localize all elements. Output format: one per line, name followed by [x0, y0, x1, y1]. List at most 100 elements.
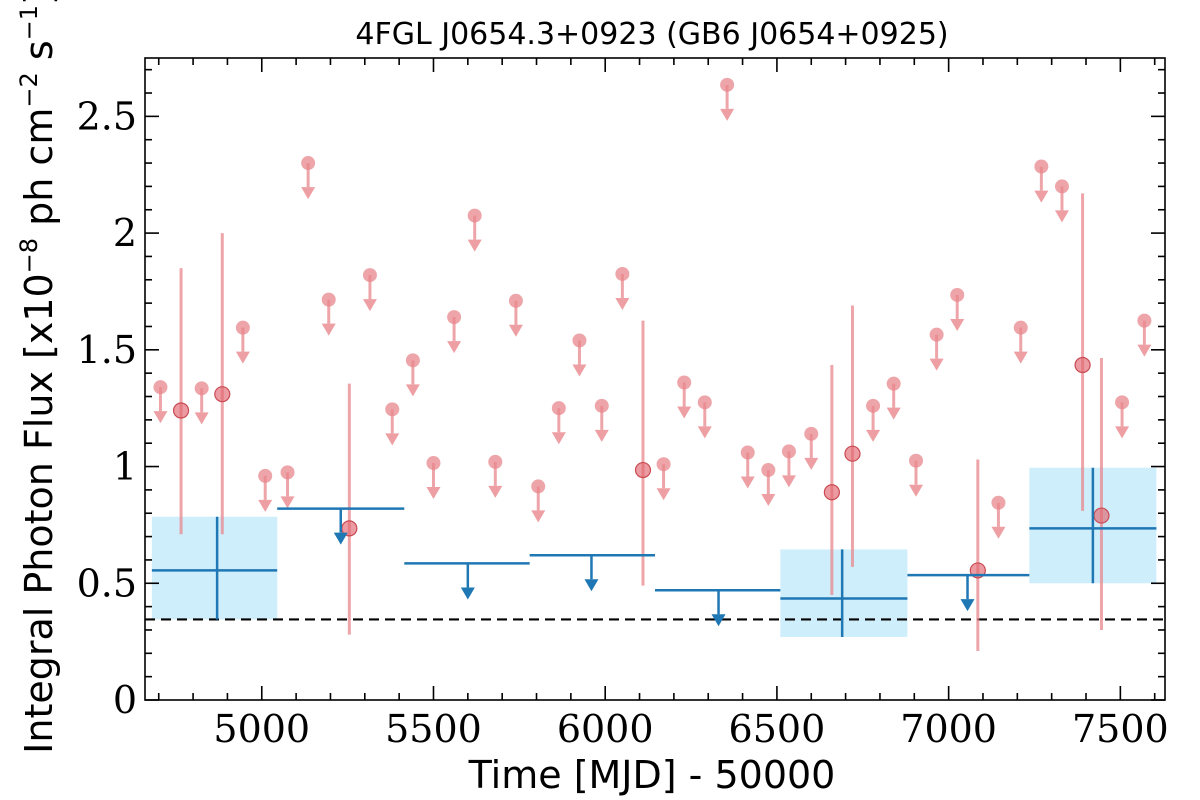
long-bin-band-1: [780, 549, 908, 637]
y-tick-label-4: 2: [113, 211, 137, 255]
short-det-point-7: [1074, 356, 1091, 374]
chart-title: 4FGL J0654.3+0923 (GB6 J0654+0925): [355, 17, 948, 52]
long-bin-band-0: [151, 516, 278, 620]
short-ul-point-18: [594, 398, 609, 413]
short-ul-arrowhead-9: [405, 384, 420, 397]
short-ul-point-36: [1054, 179, 1069, 194]
short-ul-arrowhead-20: [656, 488, 671, 501]
y-label-middle2: s: [17, 40, 61, 72]
long-ul-arrowhead-1: [460, 587, 475, 600]
short-ul-point-2: [235, 320, 250, 335]
short-ul-point-19: [615, 266, 630, 281]
short-ul-point-13: [488, 454, 503, 469]
short-ul-point-21: [677, 375, 692, 390]
short-ul-arrowhead-17: [572, 364, 587, 377]
short-ul-arrowhead-33: [991, 526, 1006, 539]
short-ul-arrowhead-15: [531, 510, 546, 523]
short-ul-point-16: [551, 401, 566, 416]
short-ul-point-9: [405, 353, 420, 368]
x-tick-label-5: 7500: [1072, 707, 1169, 751]
y-axis-label: Integral Photon Flux [x10−8 ph cm−2 s−1]: [15, 0, 61, 754]
short-ul-arrowhead-5: [301, 187, 316, 200]
y-label-exp3: −1: [15, 5, 43, 40]
y-label-middle: ph cm: [17, 108, 61, 238]
short-ul-point-30: [909, 453, 924, 468]
short-ul-arrowhead-3: [258, 499, 273, 512]
short-ul-point-5: [301, 156, 316, 171]
short-ul-arrowhead-36: [1054, 210, 1069, 223]
short-ul-arrowhead-32: [950, 318, 965, 331]
short-ul-arrowhead-10: [426, 487, 441, 500]
short-ul-point-7: [362, 268, 377, 283]
y-label-exp1: −8: [15, 238, 43, 273]
short-ul-point-12: [467, 208, 482, 223]
short-ul-point-8: [385, 402, 400, 417]
short-ul-arrowhead-26: [781, 475, 796, 488]
short-ul-arrowhead-25: [761, 494, 776, 507]
short-ul-arrowhead-28: [866, 429, 881, 442]
short-ul-point-15: [531, 479, 546, 494]
short-ul-point-32: [950, 287, 965, 302]
short-ul-arrowhead-19: [615, 297, 630, 310]
x-axis-label: Time [MJD] - 50000: [468, 753, 836, 797]
x-tick-label-0: 5000: [213, 707, 310, 751]
short-ul-point-33: [991, 495, 1006, 510]
short-ul-point-1: [194, 381, 209, 396]
short-ul-arrowhead-8: [385, 433, 400, 446]
short-ul-arrowhead-27: [804, 457, 819, 470]
short-ul-point-38: [1137, 313, 1152, 328]
x-tick-label-1: 5500: [385, 707, 482, 751]
short-ul-arrowhead-0: [153, 411, 168, 424]
long-ul-arrowhead-3: [711, 614, 726, 627]
short-ul-arrowhead-35: [1034, 190, 1049, 203]
short-ul-arrowhead-6: [321, 323, 336, 336]
y-tick-label-3: 1.5: [77, 328, 137, 372]
short-ul-arrowhead-14: [508, 324, 523, 337]
short-ul-arrowhead-31: [929, 358, 944, 371]
short-ul-arrowhead-21: [677, 406, 692, 419]
short-ul-arrowhead-23: [720, 108, 735, 121]
short-ul-point-4: [280, 465, 295, 480]
y-tick-label-1: 0.5: [77, 561, 137, 605]
short-ul-point-34: [1013, 320, 1028, 335]
short-ul-arrowhead-22: [697, 426, 712, 439]
short-ul-arrowhead-13: [488, 485, 503, 498]
short-ul-point-10: [426, 456, 441, 471]
short-det-point-0: [172, 402, 190, 419]
short-ul-arrowhead-2: [235, 351, 250, 364]
plot-frame: [144, 57, 1166, 701]
short-ul-point-3: [258, 468, 273, 483]
short-ul-arrowhead-18: [594, 429, 609, 442]
short-ul-point-28: [866, 398, 881, 413]
short-ul-point-11: [447, 310, 462, 325]
short-ul-point-27: [804, 426, 819, 441]
short-ul-point-37: [1115, 395, 1130, 410]
axes: 5000 5500 6000 6500 7000 7500 0 0.5 1 1.5 2 2.5: [77, 57, 1169, 751]
x-tick-label-4: 7000: [900, 707, 997, 751]
x-tick-label-2: 6000: [557, 707, 654, 751]
short-ul-point-6: [321, 292, 336, 307]
short-ul-point-31: [929, 327, 944, 342]
short-ul-arrowhead-37: [1115, 426, 1130, 439]
short-ul-point-20: [656, 457, 671, 472]
short-ul-point-0: [153, 380, 168, 395]
short-ul-arrowhead-1: [194, 412, 209, 425]
y-tick-label-5: 2.5: [77, 94, 137, 138]
short-det-point-5: [844, 445, 861, 462]
short-ul-point-17: [572, 333, 587, 348]
short-ul-point-35: [1034, 159, 1049, 174]
y-tick-label-2: 1: [113, 445, 137, 489]
short-ul-arrowhead-34: [1013, 351, 1028, 364]
long-bin-bands: [151, 467, 1157, 637]
short-ul-arrowhead-24: [740, 476, 755, 489]
short-det-point-8: [1093, 507, 1110, 524]
short-ul-point-26: [781, 444, 796, 459]
y-tick-label-0: 0: [113, 678, 137, 722]
short-det-point-4: [823, 484, 840, 501]
short-ul-point-29: [886, 376, 901, 391]
short-ul-point-25: [761, 463, 776, 478]
long-bin-series: [151, 467, 1157, 637]
long-ul-arrowhead-4: [960, 599, 975, 612]
short-ul-arrowhead-16: [551, 432, 566, 445]
